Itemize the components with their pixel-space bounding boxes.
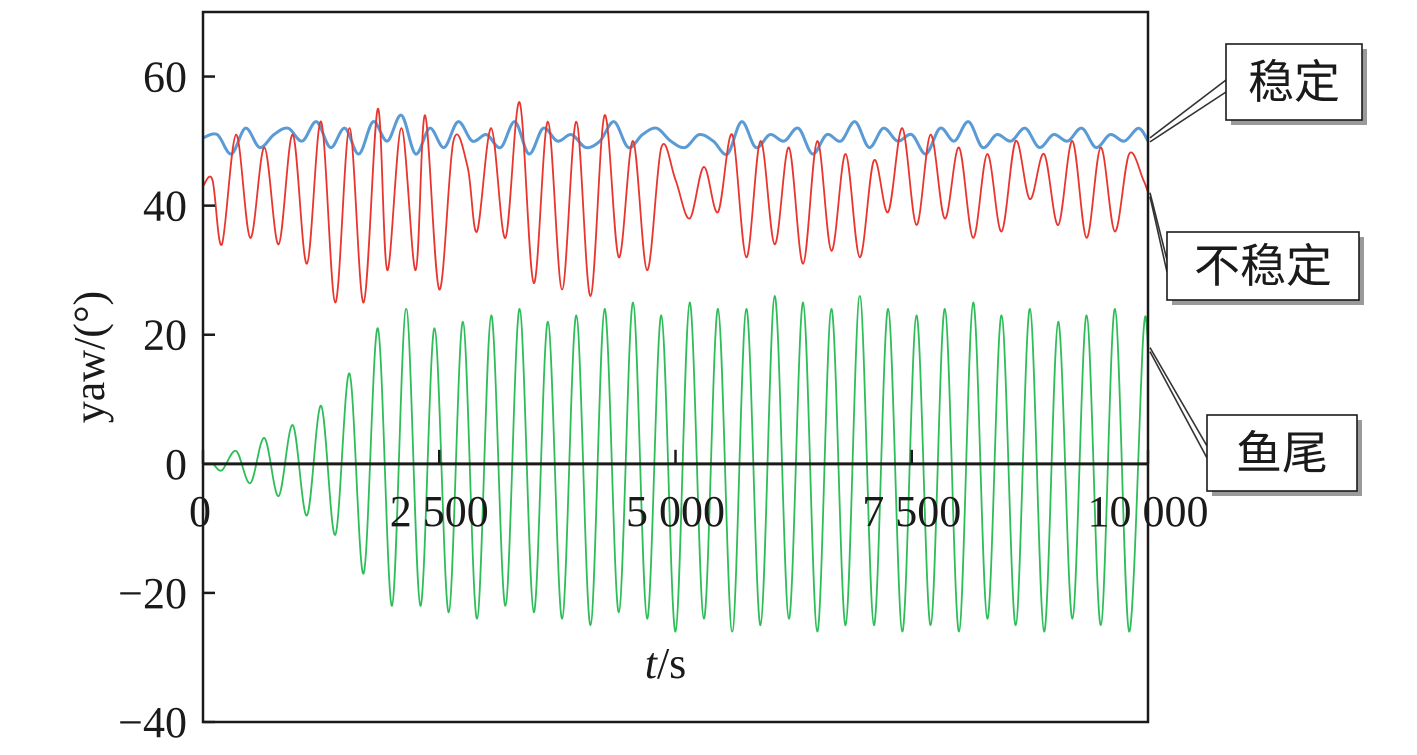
legend-leader-line [1149,347,1208,447]
legend-box [1166,231,1360,301]
y-tick-label: 60 [143,53,187,102]
legend-callout-2: 不稳定 [1149,192,1364,305]
series-line-3 [202,295,1149,633]
x-tick-label: 2 500 [390,487,489,536]
y-tick-label: 0 [165,440,187,489]
legend-box [1206,414,1358,492]
legend-callout-3: 鱼尾 [1149,347,1362,496]
y-axis-title: yaw/(°) [65,291,114,423]
legend-leader-line [1149,91,1227,143]
x-tick-label: 7 500 [862,487,961,536]
legend-callout-1: 稳定 [1149,43,1367,143]
legend-box [1225,43,1363,121]
series-line-1 [202,113,1150,156]
x-axis-title: t/s [645,639,687,688]
y-tick-label: −20 [118,569,187,618]
y-tick-label: −40 [118,698,187,747]
series-line-2 [202,101,1149,304]
x-tick-label: 10 000 [1088,487,1209,536]
y-tick-label: 20 [143,311,187,360]
legend-leader-line [1149,196,1168,273]
legend-label: 稳定 [1248,55,1340,109]
y-tick-label: 40 [143,182,187,231]
legend-leader-line [1149,351,1208,459]
legend-leader-line [1149,79,1227,139]
x-tick-label: 5 000 [626,487,725,536]
plot-frame [201,10,1150,724]
x-tick-label: 0 [189,487,211,536]
legend-label: 鱼尾 [1236,426,1328,480]
legend-leader-line [1149,192,1168,261]
legend-label: 不稳定 [1194,239,1332,293]
plot-area [202,101,1150,633]
